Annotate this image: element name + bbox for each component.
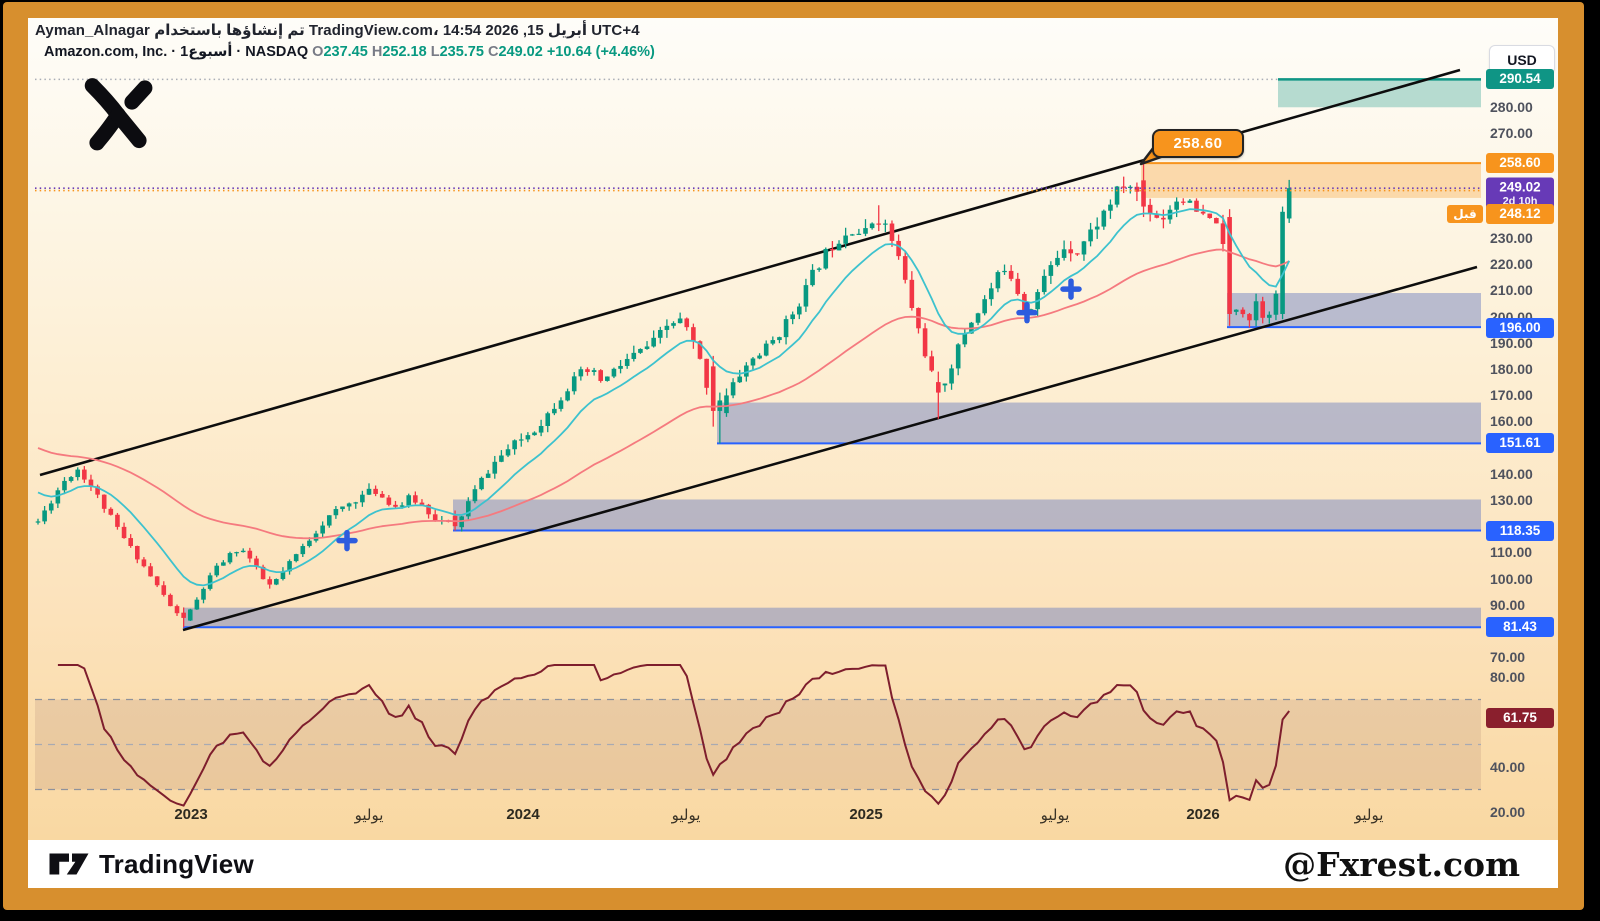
support-zone-4 [183,607,1481,628]
symbol-title: Amazon.com, Inc. · 1أسبوع · NASDAQ [44,44,309,60]
price-tick-label: 190.00 [1490,334,1533,351]
prev-close-tag: قبل [1447,205,1483,223]
low-key: L [430,44,440,60]
price-tick-label: 130.00 [1490,492,1533,508]
price-tick-label: 140.00 [1490,465,1533,482]
time-axis-year-label: 2024 [506,806,540,823]
supply-zone [1141,163,1481,198]
price-tick-label: 270.00 [1490,125,1533,142]
attribution-created-with: تم إنشاؤها باستخدام [154,22,305,39]
ma-cross-markers[interactable] [336,278,1082,552]
price-tick-label: 100.00 [1490,570,1533,587]
low-value: 235.75 [439,44,484,60]
open-key: O [312,44,324,60]
currency-usd-button[interactable]: USD [1489,45,1555,74]
price-tick-label: 110.00 [1490,544,1533,561]
attribution-site-time: TradingView.com، 14:54 2026 ,15 [308,22,544,39]
moving-averages [37,208,1291,587]
footer-bar: TradingView @Fxrest.com [28,840,1558,888]
close-value: 249.02 [498,44,543,60]
candlestick-series [35,163,1292,628]
high-value: 252.18 [382,44,427,60]
change-value: +10.64 (+4.46%) [546,44,655,60]
resistance-callout[interactable]: 258.60 [1152,129,1244,158]
price-tick-label: 230.00 [1490,230,1533,246]
prev-close-badge: 248.12 [1486,204,1554,224]
support-badge-2: 151.61 [1486,433,1554,454]
price-tick-label: 170.00 [1490,387,1533,404]
price-levels [35,78,1481,192]
support-zone-1 [1227,293,1481,328]
time-axis-month-label: يوليو [1040,807,1070,824]
price-tick-label: 210.00 [1490,282,1533,299]
support-badge-1: 196.00 [1486,318,1554,338]
price-tick-label: 180.00 [1490,361,1533,377]
time-axis-month-label: يوليو [1354,807,1384,824]
tradingview-brand-text: TradingView [99,848,254,879]
trend-channel[interactable] [39,68,1478,632]
level-zones[interactable] [183,78,1481,629]
rsi-tick-label: 40.00 [1490,759,1526,775]
open-value: 237.45 [323,44,368,60]
fxrest-watermark: @Fxrest.com [1283,844,1520,884]
support-zone-3 [453,499,1481,531]
rsi-tick-label: 80.00 [1490,669,1526,685]
rsi-value-badge: 61.75 [1486,708,1554,729]
time-axis-year-label: 2025 [849,806,883,823]
price-tick-label: 280.00 [1490,99,1533,115]
support-zone-2 [717,402,1481,444]
support-badge-4: 81.43 [1486,617,1554,638]
time-axis-year-label: 2023 [174,806,208,823]
symbol-info-line: Amazon.com, Inc. · 1أسبوع · NASDAQ O237.… [44,44,655,60]
attribution-month: أبريل [547,22,588,39]
ma-fast-line [37,208,1291,587]
price-tick-label: 90.00 [1490,596,1526,613]
attribution-line: Ayman_Alnagar تم إنشاؤها باستخدام Tradin… [35,21,640,39]
attribution-author: Ayman_Alnagar [35,22,150,39]
tradingview-brand: TradingView [48,849,254,880]
chart-background [28,18,1558,840]
rsi-pane [35,664,1481,807]
price-tick-label: 220.00 [1490,256,1533,273]
resistance-level-badge: 258.60 [1486,153,1554,174]
price-tick-label: 70.00 [1490,649,1526,666]
target-level-badge: 290.54 [1486,69,1554,90]
rsi-tick-label: 20.00 [1490,804,1526,820]
ma-slow-line [37,248,1290,540]
time-axis-year-label: 2026 [1186,806,1220,823]
rsi-line [57,664,1290,807]
tradingview-logo-icon [49,853,89,875]
high-key: H [371,44,383,60]
support-badge-3: 118.35 [1486,520,1554,541]
author-x-logo-icon [84,78,153,151]
price-tick-label: 160.00 [1490,413,1533,430]
time-axis-month-label: يوليو [671,807,701,824]
time-axis-month-label: يوليو [354,807,384,824]
attribution-timezone: UTC+4 [591,22,640,39]
channel-lower [182,265,1478,632]
close-key: C [487,44,499,60]
